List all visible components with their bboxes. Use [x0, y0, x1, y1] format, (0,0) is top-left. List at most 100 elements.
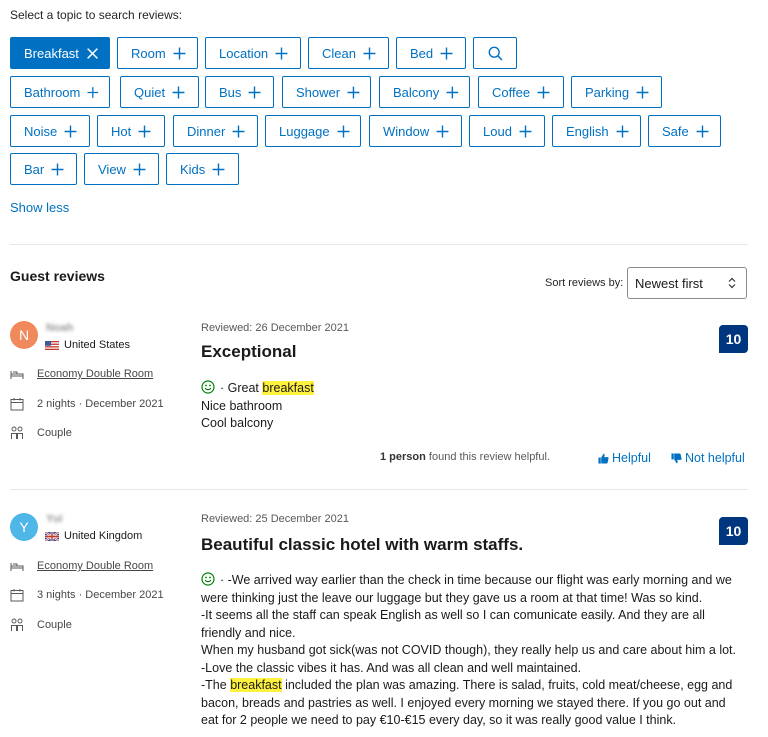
topic-chip-dinner[interactable]: Dinner	[173, 115, 258, 147]
chip-label: Kids	[180, 161, 206, 177]
bed-icon	[10, 371, 24, 379]
plus-icon	[51, 163, 64, 175]
topic-chip-bed[interactable]: Bed	[396, 37, 466, 69]
reviewed-date: Reviewed: 26 December 2021	[201, 322, 349, 334]
chip-label: Balcony	[393, 84, 440, 100]
topic-chip-bar[interactable]: Bar	[10, 153, 77, 185]
helpful-label: Helpful	[612, 451, 651, 465]
topic-chip-shower[interactable]: Shower	[282, 76, 371, 108]
plus-icon	[337, 125, 350, 137]
calendar-icon	[10, 398, 24, 411]
plus-icon	[696, 125, 709, 137]
close-icon	[87, 47, 98, 59]
score-badge: 10	[719, 325, 748, 353]
topic-chip-hot[interactable]: Hot	[97, 115, 165, 147]
topic-chip-kids[interactable]: Kids	[166, 153, 239, 185]
review-title: Beautiful classic hotel with warm staffs…	[201, 535, 524, 554]
room-link[interactable]: Economy Double Room	[37, 560, 154, 572]
bed-icon	[10, 563, 24, 571]
chip-label: Shower	[296, 84, 341, 100]
plus-icon	[446, 86, 459, 98]
helpful-suffix: found this review helpful.	[425, 451, 550, 463]
traveler-type: Couple	[10, 618, 72, 632]
sort-value: Newest first	[635, 275, 703, 291]
plus-icon	[440, 47, 453, 59]
helpful-count-bold: 1 person	[380, 451, 426, 463]
topic-chip-view[interactable]: View	[84, 153, 159, 185]
chip-label: Hot	[111, 123, 132, 139]
plus-icon	[275, 47, 288, 59]
plus-icon	[212, 163, 225, 175]
traveler-type: Couple	[10, 426, 72, 440]
chip-label: Bus	[219, 84, 242, 100]
not-helpful-button[interactable]: Not helpful	[671, 451, 745, 465]
review-line: Cool balcony	[201, 416, 274, 430]
plus-icon	[133, 163, 146, 175]
show-less-link[interactable]: Show less	[10, 200, 70, 215]
smile-icon	[201, 380, 215, 394]
room-link[interactable]: Economy Double Room	[37, 368, 154, 380]
review-line: · -We arrived way earlier than the check…	[201, 572, 746, 607]
plus-icon	[636, 86, 649, 98]
topic-chip-breakfast[interactable]: Breakfast	[10, 37, 110, 69]
topic-chip-bathroom[interactable]: Bathroom	[10, 76, 110, 108]
country-name: United Kingdom	[64, 530, 143, 542]
uk-flag-icon	[45, 531, 59, 541]
topic-chip-bus[interactable]: Bus	[205, 76, 274, 108]
review-first-line: · -We arrived way earlier than the check…	[201, 573, 732, 605]
plus-icon	[138, 125, 151, 137]
review-text: · -We arrived way earlier than the check…	[201, 572, 746, 730]
chip-label: Dinner	[187, 123, 226, 139]
topic-chip-english[interactable]: English	[552, 115, 641, 147]
topic-chip-room[interactable]: Room	[117, 37, 198, 69]
chip-label: Room	[131, 45, 166, 61]
topic-chip-clean[interactable]: Clean	[308, 37, 389, 69]
sort-select[interactable]: Newest first	[627, 267, 747, 299]
helpful-count: 1 person found this review helpful.	[380, 451, 550, 463]
plus-icon	[248, 86, 261, 98]
review-text: · Great breakfast Nice bathroom Cool bal…	[201, 380, 746, 433]
plus-icon	[537, 86, 550, 98]
topic-chip-location[interactable]: Location	[205, 37, 301, 69]
chip-label: Bathroom	[24, 84, 81, 100]
plus-icon	[519, 125, 532, 137]
topic-chip-parking[interactable]: Parking	[571, 76, 662, 108]
stay-info: 3 nights · December 2021	[10, 588, 164, 602]
stay-info: 2 nights · December 2021	[10, 397, 164, 411]
review-line: When my husband got sick(was not COVID t…	[201, 643, 736, 657]
smile-icon	[201, 572, 215, 586]
chip-label: Parking	[585, 84, 630, 100]
topic-chip-quiet[interactable]: Quiet	[120, 76, 199, 108]
chip-label: Noise	[24, 123, 58, 139]
traveler-text: Couple	[37, 619, 72, 631]
sort-label: Sort reviews by:	[545, 277, 624, 289]
reviewer-name: Noah	[46, 322, 74, 334]
us-flag-icon	[45, 340, 59, 350]
plus-icon	[347, 86, 360, 98]
plus-icon	[232, 125, 245, 137]
highlight-keyword: breakfast	[230, 678, 282, 692]
helpful-button[interactable]: Helpful	[598, 451, 651, 465]
chip-label: Luggage	[279, 123, 330, 139]
review-last-suffix: included the plan was amazing. There is …	[201, 678, 733, 727]
review-last-prefix: -The	[201, 678, 231, 692]
review-line: -Love the classic vibes it has. And was …	[201, 660, 582, 675]
topic-chip-noise[interactable]: Noise	[10, 115, 90, 147]
topic-chip-window[interactable]: Window	[369, 115, 462, 147]
topic-search-button[interactable]	[473, 37, 517, 69]
score-badge: 10	[719, 517, 748, 545]
chip-label: Safe	[662, 123, 689, 139]
topic-chip-luggage[interactable]: Luggage	[265, 115, 361, 147]
topic-chip-loud[interactable]: Loud	[469, 115, 545, 147]
calendar-icon	[10, 589, 24, 602]
review-title: Exceptional	[201, 342, 297, 361]
chip-label: Clean	[322, 45, 356, 61]
topic-chip-coffee[interactable]: Coffee	[478, 76, 564, 108]
room-type: Economy Double Room	[10, 559, 153, 573]
chevron-updown-icon	[728, 277, 736, 289]
thumbs-down-icon	[671, 452, 682, 463]
guest-reviews-heading: Guest reviews	[10, 268, 105, 284]
reviewer-country: United Kingdom	[45, 530, 142, 542]
topic-chip-balcony[interactable]: Balcony	[379, 76, 470, 108]
topic-chip-safe[interactable]: Safe	[648, 115, 721, 147]
